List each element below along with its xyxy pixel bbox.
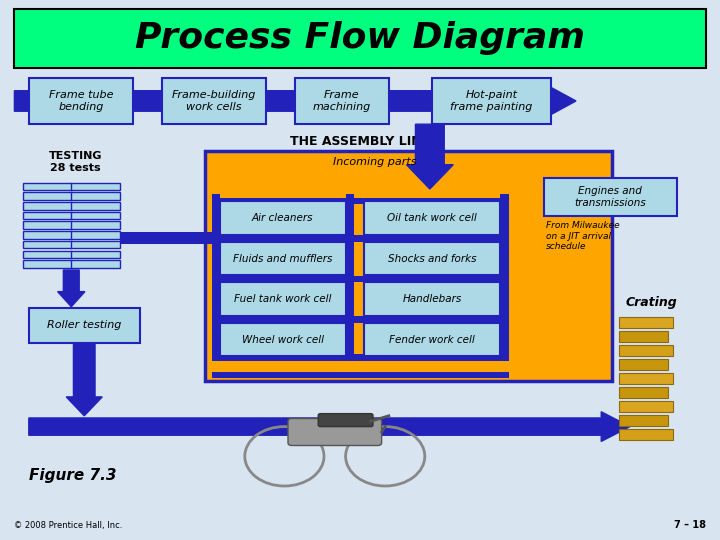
FancyBboxPatch shape	[619, 429, 673, 440]
Text: THE ASSEMBLY LINE: THE ASSEMBLY LINE	[290, 135, 430, 148]
Text: Shocks and forks: Shocks and forks	[388, 254, 476, 264]
FancyBboxPatch shape	[212, 198, 509, 204]
FancyBboxPatch shape	[318, 414, 373, 427]
Text: From Milwaukee
on a JIT arrival
schedule: From Milwaukee on a JIT arrival schedule	[546, 221, 619, 251]
FancyBboxPatch shape	[212, 194, 220, 354]
FancyBboxPatch shape	[364, 323, 500, 356]
FancyBboxPatch shape	[212, 372, 509, 378]
Text: Oil tank work cell: Oil tank work cell	[387, 213, 477, 223]
FancyBboxPatch shape	[23, 251, 120, 258]
Text: Frame
machining: Frame machining	[313, 90, 371, 112]
FancyBboxPatch shape	[295, 78, 389, 124]
Text: Wheel work cell: Wheel work cell	[242, 335, 323, 345]
FancyArrow shape	[14, 85, 576, 117]
Text: Handlebars: Handlebars	[402, 294, 462, 304]
Text: Frame-building
work cells: Frame-building work cells	[172, 90, 256, 112]
FancyBboxPatch shape	[205, 151, 612, 381]
FancyBboxPatch shape	[364, 201, 500, 235]
FancyArrow shape	[406, 124, 454, 189]
Text: Process Flow Diagram: Process Flow Diagram	[135, 21, 585, 55]
FancyBboxPatch shape	[14, 9, 706, 68]
Text: 7 – 18: 7 – 18	[674, 520, 706, 530]
FancyBboxPatch shape	[544, 178, 677, 216]
FancyBboxPatch shape	[619, 373, 673, 384]
FancyBboxPatch shape	[619, 331, 668, 342]
FancyBboxPatch shape	[288, 418, 382, 445]
FancyBboxPatch shape	[619, 415, 668, 426]
FancyBboxPatch shape	[619, 401, 673, 412]
FancyBboxPatch shape	[29, 78, 133, 124]
FancyBboxPatch shape	[23, 241, 120, 248]
FancyBboxPatch shape	[220, 201, 346, 235]
FancyBboxPatch shape	[162, 78, 266, 124]
FancyBboxPatch shape	[212, 235, 509, 242]
FancyBboxPatch shape	[23, 183, 120, 190]
FancyBboxPatch shape	[23, 260, 120, 268]
FancyBboxPatch shape	[619, 359, 668, 370]
FancyBboxPatch shape	[29, 308, 140, 343]
FancyBboxPatch shape	[23, 221, 120, 229]
Text: Crating: Crating	[626, 296, 678, 309]
FancyBboxPatch shape	[432, 78, 551, 124]
FancyBboxPatch shape	[220, 323, 346, 356]
FancyBboxPatch shape	[23, 202, 120, 210]
Text: Incoming parts: Incoming parts	[333, 157, 416, 167]
FancyBboxPatch shape	[23, 212, 120, 219]
Text: Fluids and mufflers: Fluids and mufflers	[233, 254, 333, 264]
FancyBboxPatch shape	[120, 232, 212, 244]
FancyBboxPatch shape	[212, 276, 509, 282]
FancyBboxPatch shape	[619, 387, 668, 398]
Text: © 2008 Prentice Hall, Inc.: © 2008 Prentice Hall, Inc.	[14, 521, 123, 530]
FancyBboxPatch shape	[346, 194, 354, 354]
FancyArrow shape	[29, 411, 630, 442]
Text: Fuel tank work cell: Fuel tank work cell	[234, 294, 331, 304]
Text: Hot-paint
frame painting: Hot-paint frame painting	[450, 90, 533, 112]
FancyArrow shape	[66, 343, 102, 416]
FancyBboxPatch shape	[23, 192, 120, 200]
FancyBboxPatch shape	[619, 317, 673, 328]
Text: Frame tube
bending: Frame tube bending	[49, 90, 113, 112]
Text: Figure 7.3: Figure 7.3	[29, 468, 117, 483]
Text: Engines and
transmissions: Engines and transmissions	[575, 186, 646, 208]
FancyBboxPatch shape	[212, 354, 509, 361]
FancyBboxPatch shape	[23, 231, 120, 239]
Text: Roller testing: Roller testing	[48, 320, 122, 330]
Text: Fender work cell: Fender work cell	[389, 335, 475, 345]
FancyBboxPatch shape	[364, 282, 500, 316]
FancyBboxPatch shape	[364, 242, 500, 275]
Text: TESTING
28 tests: TESTING 28 tests	[49, 151, 102, 173]
FancyBboxPatch shape	[220, 282, 346, 316]
Text: Air cleaners: Air cleaners	[252, 213, 313, 223]
FancyBboxPatch shape	[619, 345, 673, 356]
FancyBboxPatch shape	[220, 242, 346, 275]
FancyBboxPatch shape	[500, 194, 509, 354]
FancyArrow shape	[58, 270, 85, 307]
FancyBboxPatch shape	[212, 316, 509, 323]
